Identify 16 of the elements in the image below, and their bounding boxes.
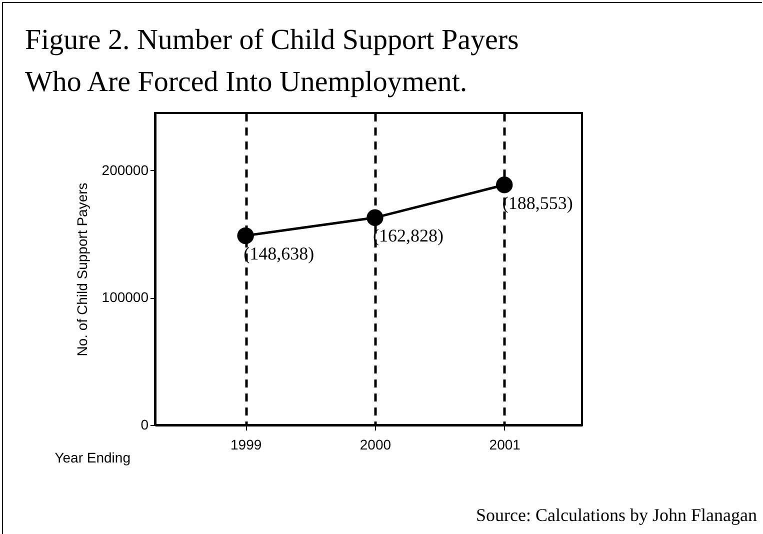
x-tick-label: 2001 xyxy=(489,436,521,452)
data-label: (148,638) xyxy=(244,244,314,264)
y-tick-label: 200000 xyxy=(102,162,149,178)
data-label: (162,828) xyxy=(372,226,444,246)
point xyxy=(366,209,384,226)
chart-title: Figure 2. Number of Child Support Payers Who Are Forced Into Unemployment. xyxy=(25,24,519,98)
y-axis-title: No. of Child Support Payers xyxy=(74,182,90,356)
x-axis-title: Year Ending xyxy=(54,450,130,466)
x-tick-label: 1999 xyxy=(230,436,262,452)
y-tick-label: 0 xyxy=(140,416,149,432)
point xyxy=(496,176,513,194)
data-label: (188,553) xyxy=(502,192,573,213)
point xyxy=(237,227,254,244)
y-tick-label: 100000 xyxy=(102,289,149,306)
x-tick-label: 2000 xyxy=(360,436,392,452)
source-note: Source: Calculations by John Flanagan xyxy=(476,505,757,526)
